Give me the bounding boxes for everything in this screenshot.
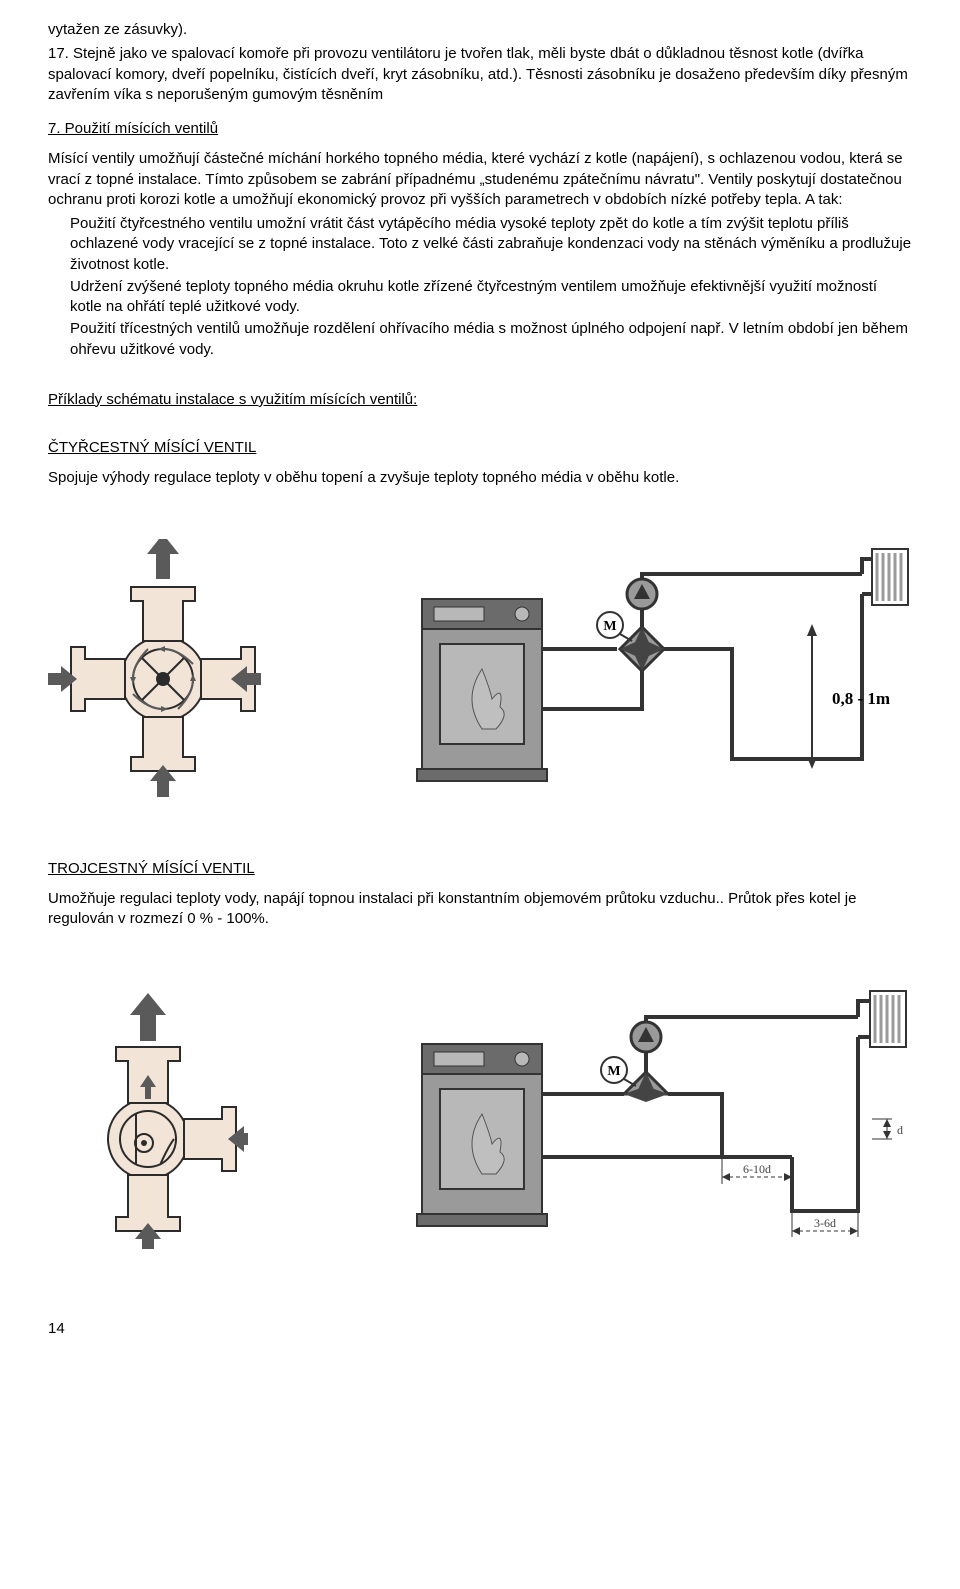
radiator-icon: [872, 549, 908, 605]
four-way-desc: Spojuje výhody regulace teploty v oběhu …: [48, 468, 912, 488]
intro-line-2: 17. Stejně jako ve spalovací komoře při …: [48, 44, 912, 105]
three-way-installation-schematic: M 6-10d: [392, 979, 912, 1259]
four-way-title: ČTYŘCESTNÝ MÍSÍCÍ VENTIL: [48, 438, 912, 458]
four-way-valve-icon: M: [597, 612, 664, 671]
page-number: 14: [48, 1319, 912, 1339]
svg-text:d: d: [897, 1123, 903, 1137]
bullet-3: Použití třícestných ventilů umožňuje roz…: [48, 319, 912, 360]
three-way-desc: Umožňuje regulaci teploty vody, napájí t…: [48, 889, 912, 930]
motor-label: M: [607, 1064, 620, 1079]
bullet-2: Udržení zvýšené teploty topného média ok…: [48, 277, 912, 318]
intro-line-1: vytažen ze zásuvky).: [48, 20, 912, 40]
bullet-1-text: Použití čtyřcestného ventilu umožní vrát…: [70, 215, 911, 273]
radiator-icon: [870, 991, 906, 1047]
svg-text:6-10d: 6-10d: [743, 1162, 771, 1176]
boiler-icon: [417, 599, 547, 781]
four-way-valve-cross-section: [48, 539, 278, 799]
boiler-icon: [417, 1044, 547, 1226]
motor-label: M: [603, 619, 616, 634]
bullet-2-text: Udržení zvýšené teploty topného média ok…: [70, 278, 877, 315]
section-7-para: Mísící ventily umožňují částečné míchání…: [48, 149, 912, 210]
pipes-icon: [542, 1001, 880, 1211]
pump-icon: [631, 1022, 661, 1052]
bullet-1: Použití čtyřcestného ventilu umožní vrát…: [48, 214, 912, 275]
bullet-3-text: Použití třícestných ventilů umožňuje roz…: [70, 320, 908, 357]
dimension-labels: 6-10d 3-6d d: [722, 1119, 903, 1237]
dimension-label: 0,8 - 1m: [802, 624, 890, 769]
four-way-figures: M 0,8 - 1m: [48, 539, 912, 799]
pipes-icon: [542, 559, 882, 759]
svg-text:3-6d: 3-6d: [814, 1216, 836, 1230]
pump-icon: [627, 579, 657, 609]
three-way-figures: M 6-10d: [48, 979, 912, 1259]
four-way-installation-schematic: M 0,8 - 1m: [392, 539, 912, 799]
examples-heading: Příklady schématu instalace s využitím m…: [48, 390, 912, 410]
svg-text:0,8 - 1m: 0,8 - 1m: [832, 689, 890, 708]
three-way-title: TROJCESTNÝ MÍSÍCÍ VENTIL: [48, 859, 912, 879]
section-7-heading: 7. Použití mísících ventilů: [48, 119, 912, 139]
three-way-valve-cross-section: [48, 989, 248, 1249]
